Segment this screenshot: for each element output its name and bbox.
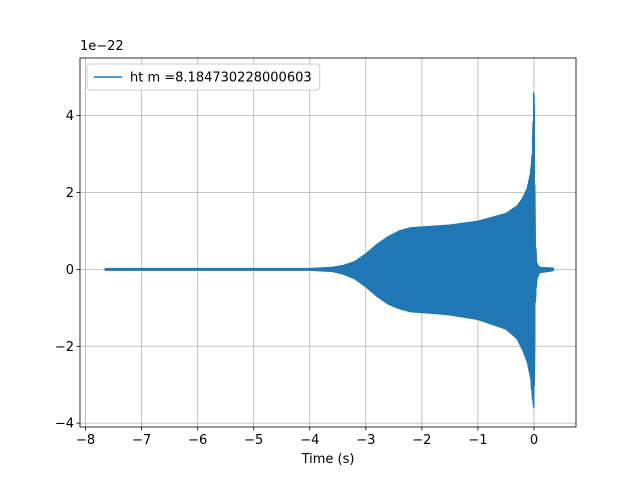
legend: ht m =8.184730228000603	[86, 63, 321, 91]
legend-series-label: ht m =8.184730228000603	[130, 71, 312, 86]
y-tick-label: −4	[55, 417, 74, 432]
x-tick-label: −7	[132, 433, 151, 448]
x-tick-label: −6	[188, 433, 207, 448]
x-tick-label: −5	[244, 433, 263, 448]
plot-layer	[104, 92, 554, 408]
y-offset-label: 1e−22	[80, 39, 124, 54]
y-tick-label: −2	[55, 340, 74, 355]
axes-frame	[79, 57, 577, 428]
x-tick-label: −1	[468, 433, 487, 448]
x-tick-label: −8	[76, 433, 95, 448]
x-tick-label: −3	[356, 433, 375, 448]
y-tick-label: 0	[66, 263, 74, 278]
series-line	[104, 92, 554, 408]
x-tick-label: 0	[530, 433, 538, 448]
ticks-layer: −8 −7 −6 −5 −4 −3 −2 −1 0 −4 −2 0 2 4	[55, 109, 538, 448]
x-tick-label: −2	[412, 433, 431, 448]
x-axis-label: Time (s)	[301, 452, 355, 467]
x-tick-label: −4	[300, 433, 319, 448]
y-tick-label: 2	[66, 186, 74, 201]
legend-box	[86, 63, 321, 91]
y-tick-label: 4	[66, 109, 74, 124]
